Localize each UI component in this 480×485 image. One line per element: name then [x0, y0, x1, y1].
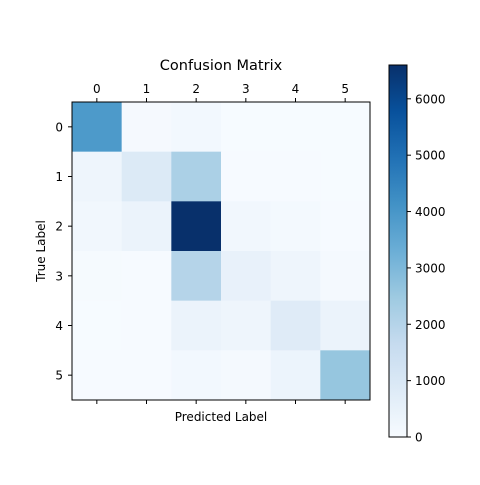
heatmap-cell	[171, 151, 222, 202]
y-tick-label: 2	[55, 220, 63, 234]
heatmap-cell	[221, 151, 271, 202]
heatmap-cell	[121, 102, 172, 152]
heatmap-cell	[171, 102, 222, 152]
heatmap-cell	[221, 300, 271, 351]
heatmap-cell	[320, 151, 371, 202]
heatmap-cell	[320, 102, 371, 152]
x-tick-label: 1	[143, 82, 151, 96]
heatmap-cell	[121, 300, 172, 351]
heatmap-cell	[72, 350, 122, 401]
heatmap-cell	[72, 151, 122, 202]
heatmap-cell	[270, 102, 321, 152]
heatmap-cell	[221, 251, 271, 301]
heatmap-cell	[121, 251, 172, 301]
heatmap-cell	[171, 201, 222, 252]
colorbar-tick-label: 5000	[415, 149, 446, 163]
y-axis-label: True Label	[34, 220, 48, 283]
heatmap-cell	[171, 300, 222, 351]
heatmap-cell	[171, 251, 222, 301]
colorbar-tick-label: 1000	[415, 374, 446, 388]
y-tick-label: 1	[55, 170, 63, 184]
colorbar-ticks: 0 1000 2000 3000 4000 5000 6000	[407, 92, 446, 445]
heatmap-cell	[320, 201, 371, 252]
heatmap-cell	[270, 151, 321, 202]
heatmap-cell	[72, 251, 122, 301]
colorbar	[388, 64, 408, 438]
y-tick-label: 3	[55, 269, 63, 283]
colorbar-tick-label: 3000	[415, 261, 446, 275]
y-tick-label: 0	[55, 120, 63, 134]
colorbar-tick-label: 2000	[415, 318, 446, 332]
heatmap-cell	[320, 251, 371, 301]
x-axis-ticks: 0 1 2 3 4 5	[93, 82, 349, 404]
heatmap-cell	[270, 300, 321, 351]
heatmap-cell	[121, 350, 172, 401]
heatmap-cell	[221, 350, 271, 401]
heatmap-cell	[72, 300, 122, 351]
x-tick-label: 2	[192, 82, 200, 96]
x-tick-label: 0	[93, 82, 101, 96]
colorbar-tick-label: 0	[415, 431, 423, 445]
y-tick-label: 4	[55, 319, 63, 333]
colorbar-tick-label: 6000	[415, 92, 446, 106]
x-tick-label: 3	[242, 82, 250, 96]
x-axis-label: Predicted Label	[175, 410, 268, 424]
heatmap-cell	[320, 350, 371, 401]
heatmap-cell	[72, 102, 122, 152]
x-tick-label: 5	[341, 82, 349, 96]
plot-frame	[71, 101, 371, 401]
chart-title: Confusion Matrix	[160, 58, 283, 74]
heatmap-cell	[221, 201, 271, 252]
heatmap-cell	[121, 151, 172, 202]
y-axis-ticks: 0 1 2 3 4 5	[55, 120, 72, 383]
heatmap-cell	[270, 251, 321, 301]
colorbar-tick-label: 4000	[415, 205, 446, 219]
x-tick-label: 4	[292, 82, 300, 96]
y-tick-label: 5	[55, 369, 63, 383]
heatmap-cell	[221, 102, 271, 152]
heatmap-cell	[121, 201, 172, 252]
heatmap-cell	[270, 350, 321, 401]
heatmap-cell	[270, 201, 321, 252]
heatmap-cell	[320, 300, 371, 351]
heatmap-cells	[72, 102, 371, 401]
heatmap-cell	[72, 201, 122, 252]
heatmap-cell	[171, 350, 222, 401]
